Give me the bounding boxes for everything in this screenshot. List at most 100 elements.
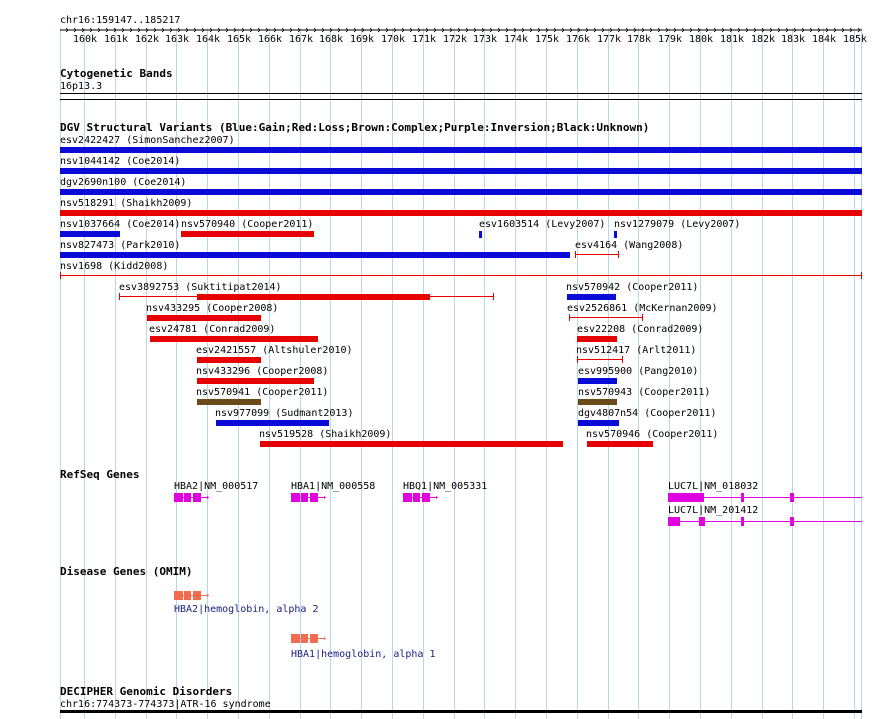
- dgv-feature-bar[interactable]: [60, 252, 570, 258]
- dgv-feature-label[interactable]: nsv433295 (Cooper2008): [146, 303, 279, 314]
- dgv-feature-label[interactable]: nsv1037664 (Coe2014): [60, 219, 181, 230]
- dgv-feature-label[interactable]: nsv512417 (Arlt2011): [576, 345, 697, 356]
- gene-exon[interactable]: [184, 493, 191, 502]
- dgv-feature-bar[interactable]: [60, 147, 862, 153]
- dgv-feature-label[interactable]: dgv4807n54 (Cooper2011): [578, 408, 717, 419]
- refseq-gene-label[interactable]: HBQ1|NM_005331: [403, 481, 488, 492]
- dgv-feature-bar[interactable]: [60, 168, 862, 174]
- dgv-feature-bar[interactable]: [216, 420, 329, 426]
- dgv-feature-bar[interactable]: [575, 254, 619, 255]
- dgv-feature-label[interactable]: nsv827473 (Park2010): [60, 240, 181, 251]
- gene-exon[interactable]: [790, 493, 794, 502]
- dgv-feature-bar[interactable]: [569, 317, 643, 318]
- gene-exon[interactable]: [699, 517, 705, 526]
- dgv-feature-bar[interactable]: [197, 399, 261, 405]
- dgv-feature-bar[interactable]: [147, 315, 261, 321]
- decipher-feature-label[interactable]: chr16:774373-774373|ATR-16 syndrome: [60, 699, 271, 710]
- dgv-feature-bar[interactable]: [587, 441, 653, 447]
- ruler-arrow: [385, 27, 389, 33]
- dgv-feature-bar[interactable]: [578, 420, 619, 426]
- dgv-feature-bar[interactable]: [197, 294, 430, 300]
- refseq-gene-label[interactable]: LUC7L|NM_018032: [668, 481, 759, 492]
- axis-tick-label: 164k: [196, 34, 221, 45]
- dgv-feature-bar[interactable]: [479, 231, 482, 238]
- gene-exon[interactable]: [413, 493, 420, 502]
- dgv-feature-bar[interactable]: [577, 336, 617, 342]
- omim-exon[interactable]: [310, 634, 318, 643]
- dgv-feature-label[interactable]: nsv1698 (Kidd2008): [60, 261, 169, 272]
- refseq-gene-label[interactable]: HBA2|NM_000517: [174, 481, 259, 492]
- omim-exon[interactable]: [184, 591, 191, 600]
- refseq-gene-label[interactable]: HBA1|NM_000558: [291, 481, 376, 492]
- gene-exon[interactable]: [174, 493, 183, 502]
- dgv-feature-bar[interactable]: [578, 399, 617, 405]
- dgv-feature-bar[interactable]: [577, 359, 623, 360]
- gene-exon[interactable]: [422, 493, 430, 502]
- dgv-feature-label[interactable]: esv2422427 (SimonSanchez2007): [60, 135, 235, 146]
- gene-exon[interactable]: [741, 517, 744, 526]
- dgv-feature-bar[interactable]: [260, 441, 563, 447]
- dgv-feature-label[interactable]: nsv570941 (Cooper2011): [196, 387, 329, 398]
- ruler-arrow: [273, 27, 277, 33]
- gene-exon[interactable]: [310, 493, 318, 502]
- dgv-feature-bar[interactable]: [578, 378, 617, 384]
- dgv-feature-bar[interactable]: [567, 294, 616, 300]
- dgv-feature-label[interactable]: esv2421557 (Altshuler2010): [196, 345, 353, 356]
- dgv-feature-label[interactable]: nsv977099 (Sudmant2013): [215, 408, 354, 419]
- ruler-arrow: [257, 27, 261, 33]
- grid-line: [176, 28, 177, 719]
- refseq-gene-label[interactable]: LUC7L|NM_201412: [668, 505, 759, 516]
- gene-exon[interactable]: [668, 517, 680, 526]
- gene-exon[interactable]: [193, 493, 201, 502]
- dgv-feature-bar[interactable]: [60, 189, 862, 195]
- ruler-arrow: [537, 27, 541, 33]
- dgv-feature-bar[interactable]: [197, 357, 261, 363]
- dgv-feature-label[interactable]: nsv1279079 (Levy2007): [614, 219, 741, 230]
- dgv-feature-label[interactable]: nsv518291 (Shaikh2009): [60, 198, 193, 209]
- ruler[interactable]: [60, 27, 862, 33]
- dgv-feature-bar[interactable]: [181, 231, 314, 237]
- gene-exon[interactable]: [291, 493, 300, 502]
- omim-exon[interactable]: [193, 591, 201, 600]
- omim-exon[interactable]: [174, 591, 183, 600]
- omim-gene-label[interactable]: HBA2|hemoglobin, alpha 2: [174, 604, 319, 615]
- cyto-band-label[interactable]: 16p13.3: [60, 81, 103, 92]
- axis-tick-label: 168k: [319, 34, 344, 45]
- ruler-arrow: [169, 27, 173, 33]
- dgv-feature-bar[interactable]: [150, 336, 318, 342]
- dgv-feature-label[interactable]: nsv570942 (Cooper2011): [566, 282, 699, 293]
- dgv-feature-bar[interactable]: [60, 210, 862, 216]
- dgv-feature-label[interactable]: esv22208 (Conrad2009): [577, 324, 704, 335]
- strand-arrow-icon: →: [203, 590, 210, 601]
- dgv-feature-label[interactable]: nsv570946 (Cooper2011): [586, 429, 719, 440]
- dgv-feature-label[interactable]: nsv1044142 (Coe2014): [60, 156, 181, 167]
- dgv-feature-bar[interactable]: [614, 231, 617, 238]
- dgv-feature-label[interactable]: nsv519528 (Shaikh2009): [259, 429, 392, 440]
- dgv-feature-label[interactable]: nsv570943 (Cooper2011): [578, 387, 711, 398]
- ruler-arrow: [145, 27, 149, 33]
- dgv-feature-label[interactable]: esv2526861 (McKernan2009): [567, 303, 718, 314]
- dgv-feature-label[interactable]: esv4164 (Wang2008): [575, 240, 684, 251]
- gene-exon[interactable]: [403, 493, 412, 502]
- dgv-feature-label[interactable]: nsv433296 (Cooper2008): [196, 366, 329, 377]
- gene-exon[interactable]: [741, 493, 744, 502]
- dgv-feature-bar[interactable]: [197, 378, 314, 384]
- dgv-feature-label[interactable]: esv3892753 (Suktitipat2014): [119, 282, 282, 293]
- gene-exon[interactable]: [301, 493, 308, 502]
- dgv-feature-label[interactable]: nsv570940 (Cooper2011): [181, 219, 314, 230]
- dgv-feature-label[interactable]: esv24781 (Conrad2009): [149, 324, 276, 335]
- ruler-arrow: [609, 27, 613, 33]
- dgv-feature-label[interactable]: esv1603514 (Levy2007): [479, 219, 606, 230]
- dgv-feature-label[interactable]: dgv2690n100 (Coe2014): [60, 177, 187, 188]
- axis-tick-label: 185k: [843, 34, 868, 45]
- omim-gene-label[interactable]: HBA1|hemoglobin, alpha 1: [291, 649, 436, 660]
- omim-exon[interactable]: [291, 634, 300, 643]
- dgv-feature-bar[interactable]: [60, 275, 862, 276]
- dgv-feature-bar[interactable]: [60, 231, 120, 237]
- dgv-feature-label[interactable]: esv995900 (Pang2010): [578, 366, 699, 377]
- axis-tick-label: 172k: [443, 34, 468, 45]
- decipher-feature-bar[interactable]: [60, 710, 862, 713]
- gene-exon[interactable]: [668, 493, 704, 502]
- gene-exon[interactable]: [790, 517, 794, 526]
- omim-exon[interactable]: [301, 634, 308, 643]
